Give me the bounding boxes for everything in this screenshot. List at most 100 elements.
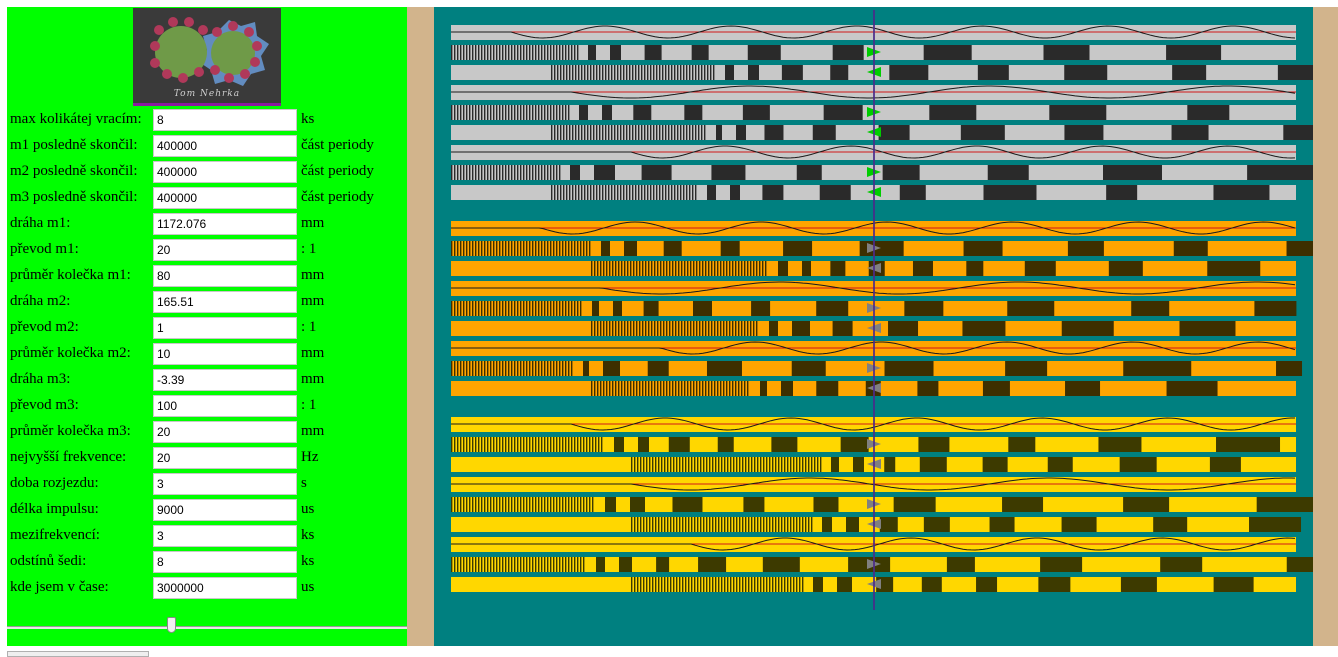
pulse-mark	[475, 361, 477, 376]
pulse-mark	[656, 65, 658, 80]
pulse-mark	[478, 105, 480, 120]
pulse-mark	[676, 517, 678, 532]
pulse-mark	[733, 517, 735, 532]
pulse-mark	[787, 457, 789, 472]
pulse-mark	[775, 577, 777, 592]
pulse-mark	[701, 65, 703, 80]
pulse-mark	[661, 517, 663, 532]
field-input[interactable]	[153, 577, 297, 599]
field-label: doba rozjezdu:	[10, 475, 99, 491]
pulse-mark	[781, 457, 783, 472]
field-input[interactable]	[153, 395, 297, 417]
field-input[interactable]	[153, 421, 297, 443]
pulse-mark	[1254, 301, 1297, 316]
bottom-button[interactable]	[7, 651, 149, 657]
pulse-mark	[919, 457, 947, 472]
pulse-mark	[562, 45, 564, 60]
pulse-mark	[650, 185, 652, 200]
pulse-mark	[724, 517, 726, 532]
pulse-mark	[744, 321, 746, 336]
pulse-mark	[618, 261, 620, 276]
pulse-mark	[820, 457, 822, 472]
pulse-mark	[611, 65, 613, 80]
pulse-mark	[633, 105, 652, 120]
form-row: délka impulsu: us	[7, 499, 407, 523]
pulse-mark	[541, 497, 543, 512]
field-input[interactable]	[153, 135, 297, 157]
pulse-mark	[583, 241, 585, 256]
form-row: m1 posledně skončil: část periody	[7, 135, 407, 159]
pulse-mark	[608, 65, 610, 80]
pulse-mark	[641, 185, 643, 200]
field-input[interactable]	[153, 473, 297, 495]
pulse-mark	[711, 165, 746, 180]
pulse-mark	[559, 165, 561, 180]
pulse-mark	[1123, 497, 1170, 512]
field-unit: ks	[301, 553, 315, 569]
field-input[interactable]	[153, 525, 297, 547]
pulse-mark	[692, 301, 712, 316]
pulse-mark	[694, 577, 696, 592]
logo-signature: Tom Nehrka	[173, 89, 241, 99]
pulse-mark	[647, 361, 669, 376]
pulse-mark	[738, 321, 740, 336]
pulse-mark	[692, 125, 694, 140]
pulse-mark	[726, 381, 728, 396]
field-input[interactable]	[153, 109, 297, 131]
pulse-mark	[639, 381, 641, 396]
field-input[interactable]	[153, 239, 297, 261]
pulse-mark	[529, 105, 531, 120]
pulse-mark	[547, 557, 549, 572]
pulse-mark	[611, 185, 613, 200]
field-unit: mm	[301, 345, 325, 361]
pulse-mark	[649, 457, 651, 472]
field-input[interactable]	[153, 447, 297, 469]
field-input[interactable]	[153, 291, 297, 313]
pulse-mark	[709, 577, 711, 592]
pulse-mark	[662, 65, 664, 80]
pulse-mark	[602, 125, 604, 140]
pulse-mark	[566, 65, 568, 80]
pulse-mark	[802, 517, 804, 532]
field-input[interactable]	[153, 369, 297, 391]
time-slider-thumb[interactable]	[167, 617, 176, 633]
pulse-mark	[529, 497, 531, 512]
field-input[interactable]	[153, 161, 297, 183]
pulse-mark	[923, 517, 950, 532]
pulse-mark	[832, 45, 864, 60]
pulse-mark	[556, 105, 558, 120]
pulse-mark	[451, 241, 453, 256]
field-input[interactable]	[153, 187, 297, 209]
pulse-mark	[608, 125, 610, 140]
pulse-mark	[757, 577, 759, 592]
form-row: odstínů šedi: ks	[7, 551, 407, 575]
field-input[interactable]	[153, 551, 297, 573]
pulse-mark	[718, 577, 720, 592]
pulse-mark	[682, 577, 684, 592]
field-input[interactable]	[153, 343, 297, 365]
pulse-mark	[520, 557, 522, 572]
field-input[interactable]	[153, 213, 297, 235]
pulse-mark	[778, 457, 780, 472]
pulse-mark	[621, 321, 623, 336]
pulse-mark	[811, 457, 813, 472]
pulse-mark	[517, 165, 519, 180]
pulse-mark	[634, 457, 636, 472]
pulse-mark	[481, 45, 483, 60]
pulse-mark	[700, 457, 702, 472]
field-unit: : 1	[301, 319, 317, 335]
pulse-mark	[547, 497, 549, 512]
pulse-mark	[692, 185, 694, 200]
pulse-mark	[596, 65, 598, 80]
pulse-mark	[1172, 65, 1207, 80]
pulse-mark	[742, 457, 744, 472]
time-slider-track[interactable]	[7, 626, 407, 629]
field-input[interactable]	[153, 317, 297, 339]
field-input[interactable]	[153, 265, 297, 287]
field-unit: mm	[301, 423, 325, 439]
pulse-mark	[668, 65, 670, 80]
pulse-mark	[640, 457, 642, 472]
field-input[interactable]	[153, 499, 297, 521]
pulse-mark	[1002, 497, 1044, 512]
pulse-mark	[568, 437, 570, 452]
